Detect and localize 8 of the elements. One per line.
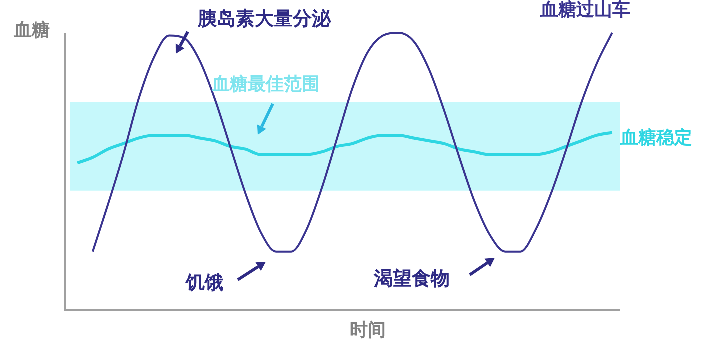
x-axis-title: 时间 [350, 319, 386, 342]
annotation: 渴望食物 [374, 267, 450, 292]
text: 胰岛素大量分泌 [198, 7, 331, 32]
band-label: 血糖最佳范围 [212, 73, 320, 96]
series-label: 血糖稳定 [619, 127, 692, 148]
annotation: 饥饿 [186, 271, 224, 296]
y-axis-title: 血糖 [14, 19, 50, 42]
series-label: 血糖过山车 [539, 0, 630, 21]
